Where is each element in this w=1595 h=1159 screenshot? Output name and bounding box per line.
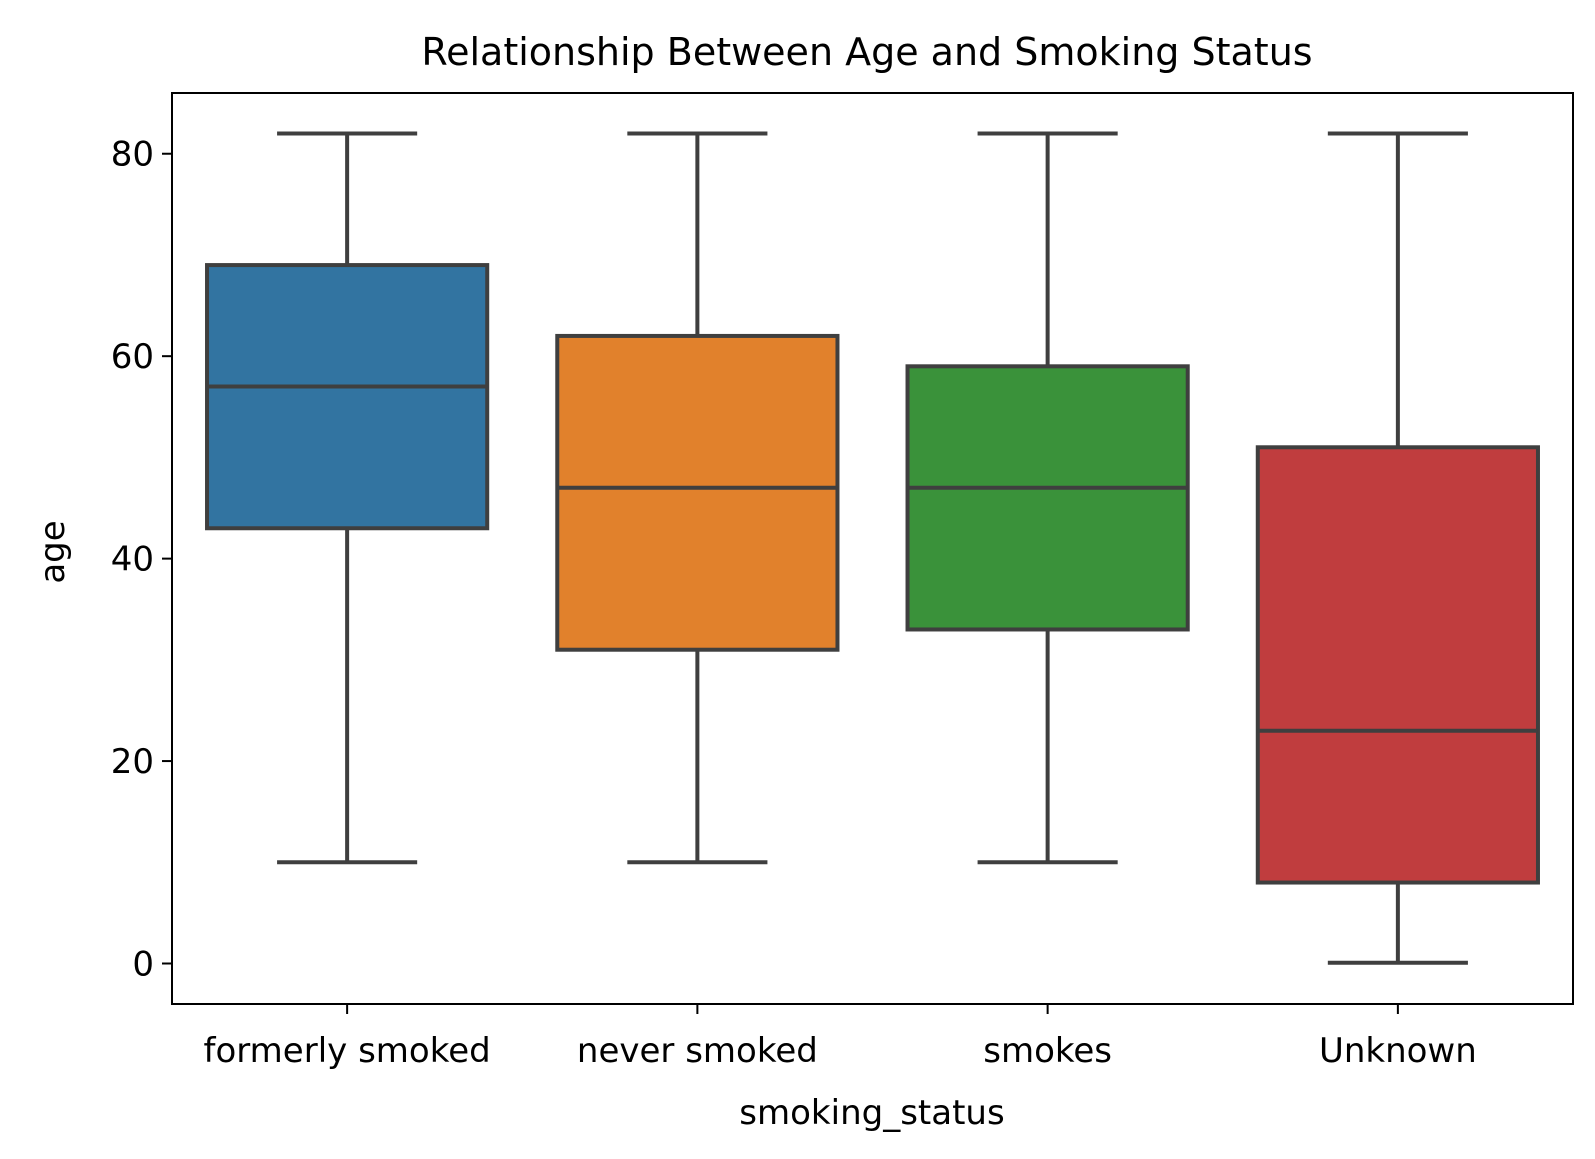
x-tick-label: smokes xyxy=(983,1031,1112,1071)
y-axis: 0 20 40 60 80 xyxy=(111,135,172,985)
iqr-box xyxy=(905,364,1190,632)
box-group-2 xyxy=(905,131,1190,865)
x-tick-label: formerly smoked xyxy=(204,1031,491,1071)
box-group-1 xyxy=(555,131,840,865)
x-axis: formerly smoked never smoked smokes Unknown xyxy=(204,1004,1477,1071)
iqr-box xyxy=(205,263,490,531)
y-axis-label: age xyxy=(33,520,73,583)
box-group-0 xyxy=(205,131,490,865)
chart-title: Relationship Between Age and Smoking Sta… xyxy=(421,30,1312,74)
axes-frame xyxy=(171,92,1574,1005)
x-tick-label: Unknown xyxy=(1319,1031,1477,1071)
y-tick-label: 0 xyxy=(132,945,154,985)
box-group-3 xyxy=(1255,131,1540,965)
plot-area xyxy=(205,131,1540,965)
iqr-box xyxy=(1255,445,1540,885)
y-tick-label: 80 xyxy=(111,135,154,175)
y-tick-label: 60 xyxy=(111,337,154,377)
x-axis-label: smoking_status xyxy=(739,1093,1004,1133)
iqr-box xyxy=(555,333,840,652)
y-tick-label: 40 xyxy=(111,540,154,580)
y-tick-label: 20 xyxy=(111,742,154,782)
x-tick-label: never smoked xyxy=(577,1031,818,1071)
